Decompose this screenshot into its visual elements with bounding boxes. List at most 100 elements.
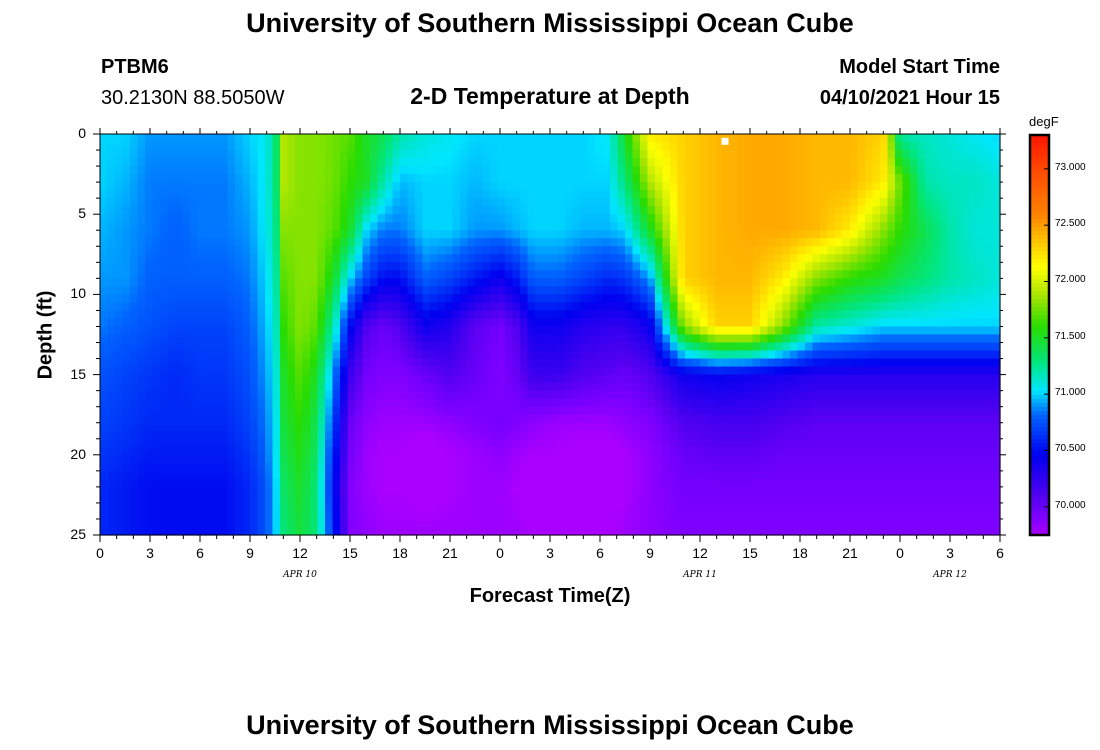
heatmap-cell <box>632 222 641 231</box>
heatmap-cell <box>872 238 881 247</box>
heatmap-cell <box>332 302 341 312</box>
heatmap-cell <box>572 294 581 304</box>
heatmap-cell <box>887 278 896 287</box>
heatmap-cell <box>775 278 784 287</box>
heatmap-cell <box>872 246 881 255</box>
heatmap-cell <box>925 286 934 295</box>
heatmap-cell <box>955 174 964 183</box>
heatmap-cell <box>205 150 214 159</box>
heatmap-cell <box>730 326 739 336</box>
heatmap-cell <box>572 142 581 151</box>
heatmap-cell <box>325 198 334 207</box>
heatmap-cell <box>130 294 139 304</box>
heatmap-cell <box>317 422 326 432</box>
heatmap-cell <box>617 246 626 255</box>
heatmap-cell <box>422 374 431 384</box>
heatmap-cell <box>190 422 199 432</box>
heatmap-cell <box>535 238 544 247</box>
heatmap-cell <box>752 366 761 376</box>
heatmap-cell <box>235 422 244 432</box>
heatmap-cell <box>445 254 454 263</box>
heatmap-cell <box>115 206 124 215</box>
heatmap-cell <box>940 390 949 400</box>
heatmap-cell <box>535 190 544 199</box>
heatmap-cell <box>250 318 259 328</box>
heatmap-cell <box>745 142 754 151</box>
heatmap-cell <box>917 182 926 191</box>
heatmap-cell <box>962 246 971 255</box>
heatmap-cell <box>475 366 484 376</box>
heatmap-cell <box>212 294 221 304</box>
heatmap-cell <box>565 278 574 287</box>
heatmap-cell <box>332 286 341 295</box>
heatmap-cell <box>310 166 319 175</box>
station-id: PTBM6 <box>101 56 169 78</box>
heatmap-cell <box>490 430 499 440</box>
heatmap-cell <box>415 286 424 295</box>
heatmap-cell <box>940 262 949 271</box>
heatmap-cell <box>287 462 296 472</box>
heatmap-cell <box>212 390 221 400</box>
heatmap-cell <box>340 374 349 384</box>
heatmap-cell <box>565 326 574 336</box>
heatmap-cell <box>535 142 544 151</box>
heatmap-cell <box>400 462 409 472</box>
heatmap-cell <box>962 254 971 263</box>
heatmap-cell <box>782 294 791 304</box>
heatmap-cell <box>782 134 791 143</box>
heatmap-cell <box>332 318 341 328</box>
heatmap-cell <box>527 230 536 239</box>
heatmap-cell <box>850 158 859 167</box>
heatmap-cell <box>310 302 319 312</box>
heatmap-cell <box>340 286 349 295</box>
heatmap-cell <box>190 358 199 368</box>
heatmap-cell <box>280 350 289 360</box>
heatmap-cell <box>235 278 244 287</box>
heatmap-cell <box>242 246 251 255</box>
heatmap-cell <box>437 366 446 376</box>
heatmap-cell <box>572 334 581 344</box>
heatmap-cell <box>115 166 124 175</box>
heatmap-cell <box>512 174 521 183</box>
heatmap-cell <box>145 438 154 448</box>
heatmap-cell <box>137 374 146 384</box>
heatmap-cell <box>940 302 949 312</box>
heatmap-cell <box>197 326 206 336</box>
heatmap-cell <box>940 134 949 143</box>
heatmap-cell <box>460 150 469 159</box>
heatmap-cell <box>670 222 679 231</box>
heatmap-cell <box>100 342 109 352</box>
heatmap-cell <box>940 342 949 352</box>
heatmap-cell <box>190 390 199 400</box>
heatmap-cell <box>955 150 964 159</box>
heatmap-cell <box>197 454 206 464</box>
heatmap-cell <box>857 390 866 400</box>
heatmap-cell <box>460 350 469 360</box>
heatmap-cell <box>370 334 379 344</box>
heatmap-cell <box>895 326 904 336</box>
heatmap-cell <box>902 430 911 440</box>
heatmap-cell <box>287 454 296 464</box>
heatmap-cell <box>212 182 221 191</box>
heatmap-cell <box>805 446 814 456</box>
heatmap-cell <box>317 206 326 215</box>
heatmap-cell <box>460 430 469 440</box>
heatmap-cell <box>490 294 499 304</box>
heatmap-cell <box>265 430 274 440</box>
heatmap-cell <box>700 286 709 295</box>
heatmap-cell <box>280 310 289 320</box>
heatmap-cell <box>377 198 386 207</box>
heatmap-cell <box>925 446 934 456</box>
heatmap-cell <box>572 302 581 312</box>
heatmap-cell <box>467 438 476 448</box>
heatmap-cell <box>325 294 334 304</box>
heatmap-cell <box>850 398 859 408</box>
heatmap-cell <box>437 262 446 271</box>
heatmap-cell <box>400 382 409 392</box>
heatmap-cell <box>887 454 896 464</box>
heatmap-cell <box>595 206 604 215</box>
heatmap-cell <box>730 254 739 263</box>
heatmap-cell <box>295 390 304 400</box>
heatmap-cell <box>647 278 656 287</box>
heatmap-cell <box>415 366 424 376</box>
